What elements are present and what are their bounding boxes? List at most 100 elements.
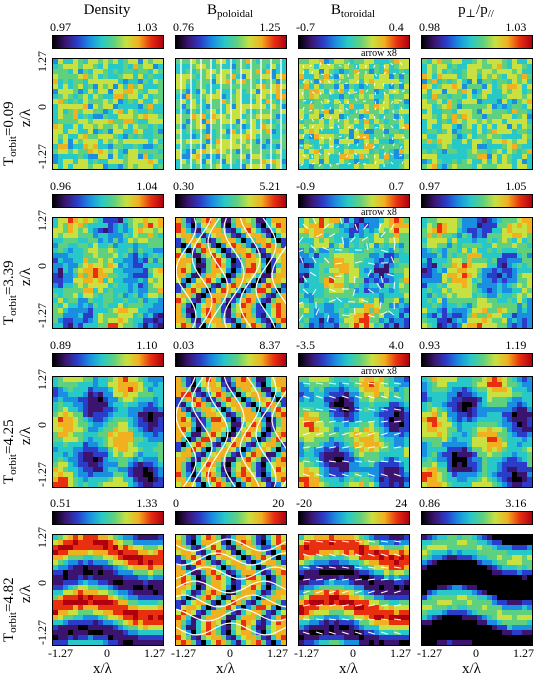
field-cell [251,412,257,418]
field-cell [319,119,325,125]
field-cell [276,437,282,443]
field-cell [472,288,478,294]
field-cell [442,228,448,234]
field-cell [266,99,272,105]
column-title-sub2: // [487,8,494,20]
field-cell [251,149,257,155]
field-cell [226,84,232,90]
field-cell [334,99,340,105]
field-cell [344,149,350,155]
field-cell [118,84,124,90]
field-cell [201,377,207,383]
field-cell [432,64,438,70]
field-cell [399,74,405,80]
field-cell [98,387,104,393]
field-cell [404,298,409,304]
field-cell [93,472,99,478]
field-cell [477,89,483,95]
field-cell [68,233,74,239]
field-cell [53,377,59,383]
field-cell [507,273,513,279]
field-cell [123,238,129,244]
field-cell [158,278,163,284]
field-cell [216,104,222,110]
field-cell [502,268,508,274]
column-title-main: B [330,2,341,18]
field-cell [196,154,202,160]
field-cell [314,218,320,224]
field-cell [246,422,252,428]
field-cell [492,104,498,110]
field-cell [221,273,227,279]
field-cell [319,104,325,110]
field-cell [191,94,197,100]
field-cell [512,94,518,100]
arrow-mark [390,125,394,129]
field-cell [201,109,207,115]
field-cell [329,89,335,95]
field-cell [63,154,69,160]
field-cell [527,288,532,294]
field-cell [143,273,149,279]
field-cell [304,154,310,160]
arrow-mark [302,70,305,75]
field-cell [384,258,390,264]
field-cell [211,228,217,234]
field-cell [186,313,192,319]
field-cell [472,99,478,105]
field-cell [324,164,330,169]
field-cell [369,228,375,234]
field-cell [319,69,325,75]
field-cell [138,412,144,418]
field-cell [103,268,109,274]
field-cell [472,104,478,110]
field-cell [236,447,242,453]
field-cell [78,273,84,279]
field-cell [522,164,528,169]
field-cell [148,278,154,284]
field-cell [354,288,360,294]
field-cell [211,164,217,169]
field-cell [452,79,458,85]
field-cell [216,303,222,309]
field-cell [389,223,395,229]
field-cell [271,223,277,229]
field-cell [389,164,395,169]
field-cell [216,308,222,314]
field-cell [186,263,192,269]
field-cell [133,109,139,115]
field-cell [153,218,159,224]
field-cell [319,129,325,135]
field-cell [236,437,242,443]
field-cell [452,223,458,229]
field-cell [304,283,310,289]
field-cell [314,124,320,130]
field-cell [68,164,74,169]
field-cell [78,69,84,75]
field-cell [226,308,232,314]
field-cell [389,129,395,135]
field-cell [181,437,187,443]
field-cell [319,218,325,224]
field-cell [246,149,252,155]
field-cell [477,139,483,145]
field-cell [206,248,212,254]
field-cell [201,223,207,229]
field-cell [447,109,453,115]
row-label-main: T [1,315,17,325]
field-cell [324,318,330,324]
field-cell [384,263,390,269]
field-cell [527,313,532,319]
field-cell [512,124,518,130]
field-cell [153,228,159,234]
field-cell [186,437,192,443]
field-cell [73,303,79,309]
field-cell [271,412,277,418]
field-cell [221,447,227,453]
field-cell [527,84,532,90]
field-cell [226,238,232,244]
field-cell [98,104,104,110]
field-cell [432,258,438,264]
field-cell [502,218,508,224]
field-cell [482,218,488,224]
